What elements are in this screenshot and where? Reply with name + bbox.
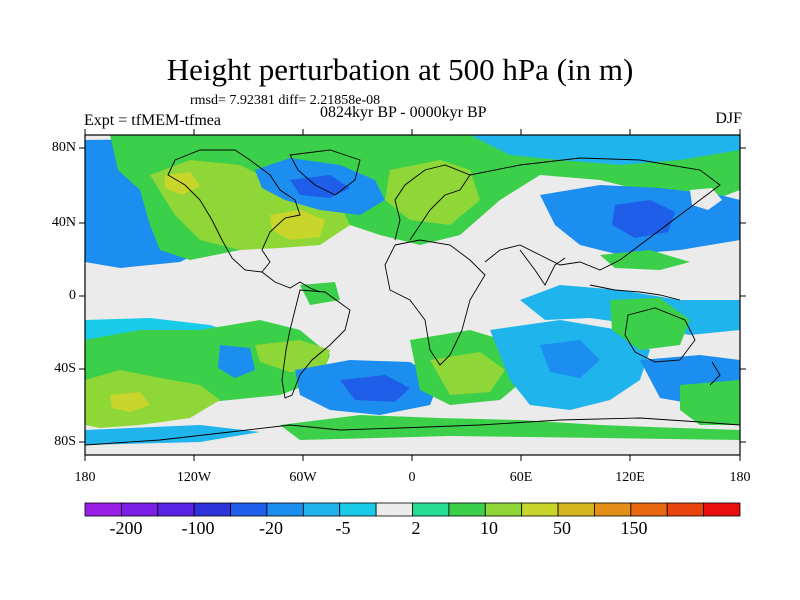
colorbar-label-neg5: -5 <box>335 518 351 538</box>
coast-australia <box>624 307 696 363</box>
contour-indian-yellow <box>430 352 505 395</box>
colorbar-label-neg20: -20 <box>259 518 283 538</box>
coast-antarctica <box>85 417 740 446</box>
coast-south-america <box>281 289 351 399</box>
coast-india <box>519 249 566 286</box>
lat-label-0: 0 <box>69 288 76 303</box>
contour-kamchatka-white <box>690 188 722 210</box>
coastlines <box>85 149 740 446</box>
colorbar-label-10: 10 <box>480 518 498 538</box>
coast-north-america-west <box>167 159 263 273</box>
contour-arctic-blue <box>470 135 740 165</box>
colorbar-label-50: 50 <box>553 518 571 538</box>
contour-greenland-dark <box>290 175 350 198</box>
lat-label-40s: 40S <box>54 361 76 376</box>
contour-south-pacific-orange <box>110 392 150 412</box>
contour-south-atlantic-dark <box>340 375 410 402</box>
contour-field <box>85 135 740 455</box>
contour-south-pacific-east-green <box>680 380 740 425</box>
contour-antarctic-green <box>280 415 740 440</box>
lon-label-120w: 120W <box>176 470 212 485</box>
experiment-label: Expt = tfMEM-tfmea <box>84 112 221 129</box>
axis-ticks <box>79 129 746 461</box>
coast-north-america <box>174 149 321 293</box>
season-label: DJF <box>715 110 742 127</box>
coast-africa <box>384 239 486 366</box>
coast-greenland <box>289 149 361 196</box>
lon-label-60w: 60W <box>289 470 317 485</box>
contour-south-atlantic-yellow <box>255 340 330 372</box>
contour-se-pacific-blue <box>218 345 255 378</box>
lat-label-80s: 80S <box>54 434 76 449</box>
coast-asia <box>469 157 721 271</box>
lat-label-80n: 80N <box>51 140 76 155</box>
lon-label-60e: 60E <box>509 470 533 485</box>
lat-label-40n: 40N <box>51 215 76 230</box>
contour-south-pacific-yellow <box>85 370 220 428</box>
coast-new-zealand <box>709 361 721 386</box>
period-label: 0824kyr BP - 0000kyr BP <box>320 104 487 121</box>
contour-indian-blue-dark <box>540 340 600 378</box>
contour-australia-green <box>610 298 690 350</box>
coast-europe <box>394 164 471 241</box>
stats-label: rmsd= 7.92381 diff= 2.21858e-08 <box>190 93 381 108</box>
colorbar-label-neg100: -100 <box>181 518 215 538</box>
lon-label-120e: 120E <box>615 470 645 485</box>
contour-antarctic-west-blue <box>85 425 260 445</box>
coast-indonesia <box>589 284 681 301</box>
colorbar-label-2: 2 <box>411 518 421 538</box>
contour-eurasia-yellow <box>385 160 480 225</box>
contour-tropics-green <box>600 250 690 270</box>
plot-title: Height perturbation at 500 hPa (in m) <box>166 52 634 87</box>
colorbar-label-neg200: -200 <box>109 518 143 538</box>
contour-na-orange <box>270 210 325 240</box>
lon-label-180e: 180 <box>729 470 751 485</box>
lon-label-0: 0 <box>408 470 416 485</box>
contour-japan-dark <box>612 200 675 238</box>
lon-label-180w: 180 <box>74 470 96 485</box>
colorbar-label-150: 150 <box>620 518 648 538</box>
